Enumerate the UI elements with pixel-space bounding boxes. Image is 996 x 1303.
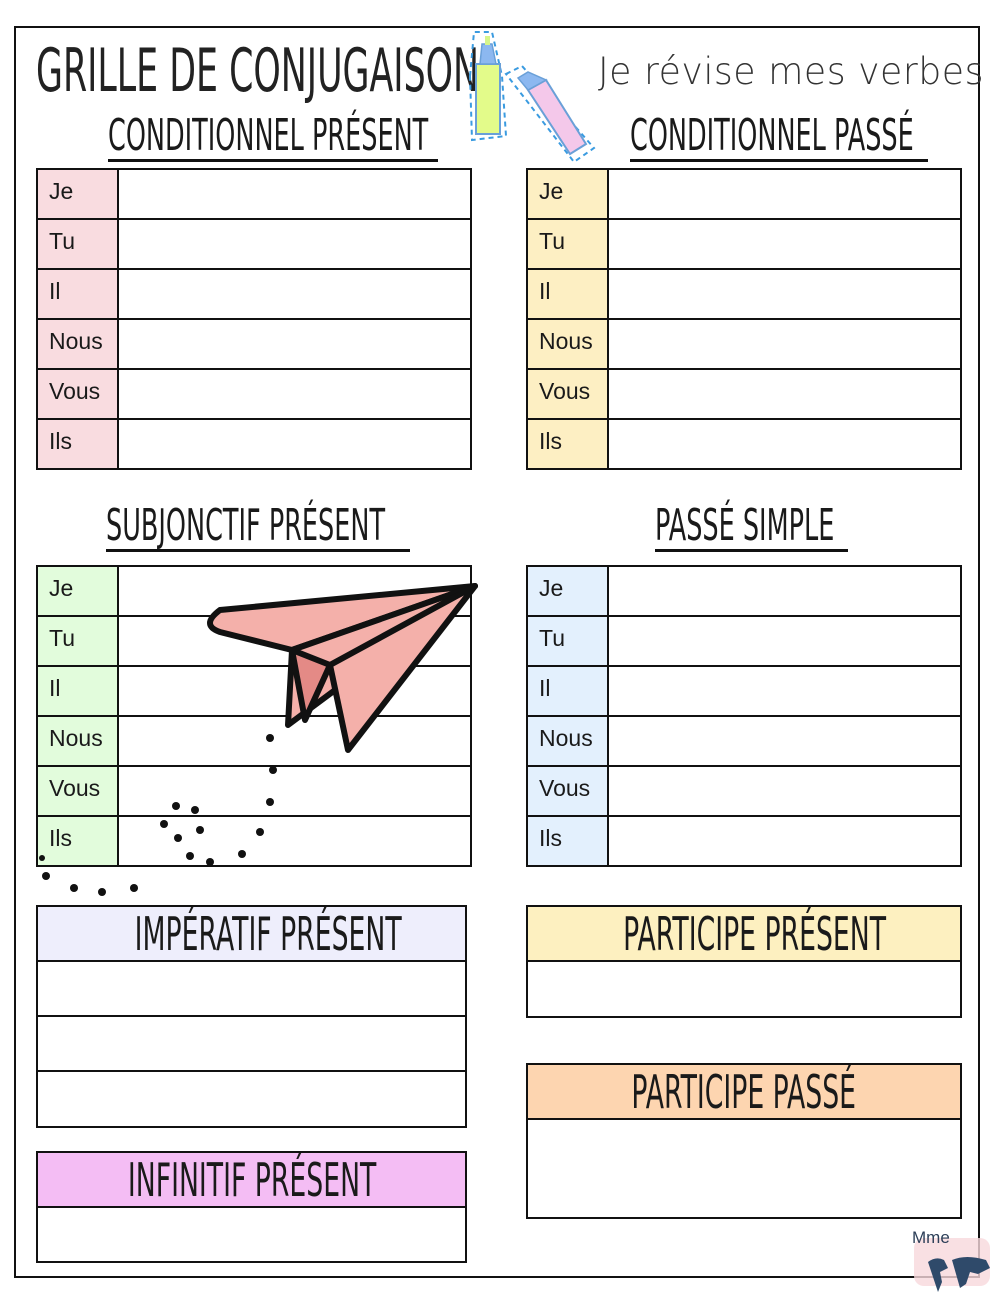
box-participe-passe: PARTICIPE PASSÉ [526,1063,962,1219]
author-logo: Mme [908,1228,994,1296]
answer-cell[interactable] [117,268,472,320]
table-row: Je [36,168,472,220]
table-row: Ils [526,815,962,867]
table-row: Ils [36,418,472,470]
header-imperatif-present: IMPÉRATIF PRÉSENT [38,907,465,962]
answer-line[interactable] [528,962,960,1017]
answer-cell[interactable] [607,615,962,667]
answer-cell[interactable] [607,218,962,270]
table-row: Vous [36,368,472,420]
pronoun-cell: Tu [526,218,609,270]
answer-cell[interactable] [607,665,962,717]
page-subtitle: Je révise mes verbes [598,50,984,93]
pronoun-cell: Tu [36,218,119,270]
answer-cell[interactable] [607,565,962,617]
answer-cell[interactable] [117,318,472,370]
pronoun-cell: Il [36,268,119,320]
table-row: Je [526,168,962,220]
pronoun-cell: Vous [36,765,119,817]
pronoun-cell: Je [526,565,609,617]
paper-plane-icon [39,583,478,896]
table-row: Vous [526,368,962,420]
answer-cell[interactable] [607,268,962,320]
pronoun-cell: Ils [36,418,119,470]
pronoun-cell: Je [36,565,119,617]
pronoun-cell: Je [36,168,119,220]
pronoun-cell: Nous [526,318,609,370]
answer-cell[interactable] [607,368,962,420]
table-row: Tu [526,218,962,270]
table-subjonctif-present: Je Tu Il Nous Vous Ils [36,565,472,867]
answer-cell[interactable] [607,815,962,867]
answer-line[interactable] [38,962,465,1017]
table-row: Tu [526,615,962,667]
table-row: Je [36,565,472,617]
pronoun-cell: Je [526,168,609,220]
header-infinitif-present: INFINITIF PRÉSENT [38,1153,465,1208]
table-row: Il [526,665,962,717]
pronoun-cell: Ils [526,418,609,470]
page-title: GRILLE DE CONJUGAISON [36,36,480,106]
logo-text: Mme [912,1228,950,1247]
answer-cell[interactable] [607,168,962,220]
pronoun-cell: Tu [526,615,609,667]
header-participe-present: PARTICIPE PRÉSENT [528,907,960,962]
page-border [14,26,980,1278]
answer-cell[interactable] [607,765,962,817]
table-passe-simple: Je Tu Il Nous Vous Ils [526,565,962,867]
answer-cell[interactable] [117,418,472,470]
answer-line[interactable] [38,1072,465,1127]
answer-cell[interactable] [607,418,962,470]
table-row: Nous [526,318,962,370]
answer-line[interactable] [38,1017,465,1072]
pronoun-cell: Vous [36,368,119,420]
highlighters-icon [468,31,596,164]
pronoun-cell: Ils [36,815,119,867]
heading-subjonctif-present: SUBJONCTIF PRÉSENT [106,504,410,552]
table-row: Ils [526,418,962,470]
pronoun-cell: Il [526,268,609,320]
pronoun-cell: Tu [36,615,119,667]
table-row: Il [526,268,962,320]
pronoun-cell: Vous [526,368,609,420]
answer-cell[interactable] [607,715,962,767]
table-row: Vous [526,765,962,817]
answer-cell[interactable] [607,318,962,370]
table-row: Je [526,565,962,617]
table-conditionnel-present: Je Tu Il Nous Vous Ils [36,168,472,470]
table-row: Nous [526,715,962,767]
answer-cell[interactable] [117,218,472,270]
answer-line[interactable] [38,1208,465,1263]
pronoun-cell: Il [526,665,609,717]
pronoun-cell: Nous [36,715,119,767]
answer-cell[interactable] [117,168,472,220]
header-participe-passe: PARTICIPE PASSÉ [528,1065,960,1120]
table-conditionnel-passe: Je Tu Il Nous Vous Ils [526,168,962,470]
pronoun-cell: Nous [526,715,609,767]
heading-conditionnel-present: CONDITIONNEL PRÉSENT [108,114,438,162]
pronoun-cell: Ils [526,815,609,867]
box-imperatif-present: IMPÉRATIF PRÉSENT [36,905,467,1128]
heading-passe-simple: PASSÉ SIMPLE [655,504,848,552]
pronoun-cell: Vous [526,765,609,817]
answer-line[interactable] [528,1120,960,1217]
table-row: Il [36,268,472,320]
box-infinitif-present: INFINITIF PRÉSENT [36,1151,467,1263]
box-participe-present: PARTICIPE PRÉSENT [526,905,962,1018]
answer-cell[interactable] [117,368,472,420]
pronoun-cell: Nous [36,318,119,370]
heading-conditionnel-passe: CONDITIONNEL PASSÉ [630,114,928,162]
table-row: Tu [36,218,472,270]
world-map-icon [928,1257,990,1292]
pronoun-cell: Il [36,665,119,717]
table-row: Nous [36,318,472,370]
